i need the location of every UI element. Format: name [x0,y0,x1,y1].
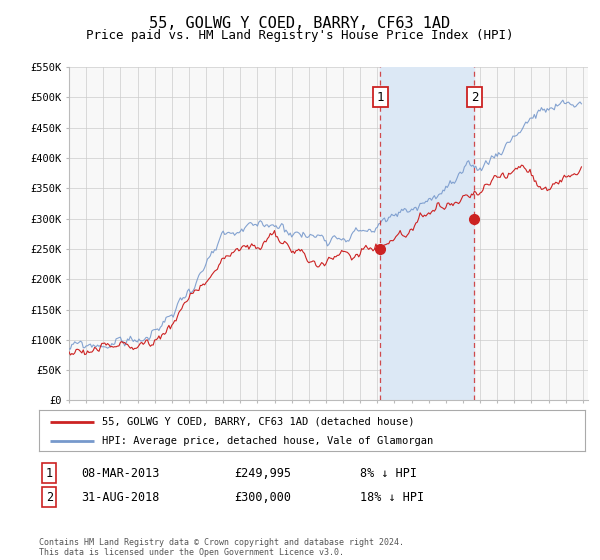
Text: 55, GOLWG Y COED, BARRY, CF63 1AD (detached house): 55, GOLWG Y COED, BARRY, CF63 1AD (detac… [102,417,414,427]
Text: 08-MAR-2013: 08-MAR-2013 [81,466,160,480]
Text: 31-AUG-2018: 31-AUG-2018 [81,491,160,504]
Text: Contains HM Land Registry data © Crown copyright and database right 2024.
This d: Contains HM Land Registry data © Crown c… [39,538,404,557]
Text: £249,995: £249,995 [234,466,291,480]
Text: 1: 1 [377,91,384,104]
Text: Price paid vs. HM Land Registry's House Price Index (HPI): Price paid vs. HM Land Registry's House … [86,29,514,42]
Text: 55, GOLWG Y COED, BARRY, CF63 1AD: 55, GOLWG Y COED, BARRY, CF63 1AD [149,16,451,31]
Text: 2: 2 [46,491,53,504]
Text: HPI: Average price, detached house, Vale of Glamorgan: HPI: Average price, detached house, Vale… [102,436,433,446]
Text: £300,000: £300,000 [234,491,291,504]
Text: 18% ↓ HPI: 18% ↓ HPI [360,491,424,504]
Bar [380,67,475,400]
Text: 2: 2 [470,91,478,104]
Text: 8% ↓ HPI: 8% ↓ HPI [360,466,417,480]
Text: 1: 1 [46,466,53,480]
